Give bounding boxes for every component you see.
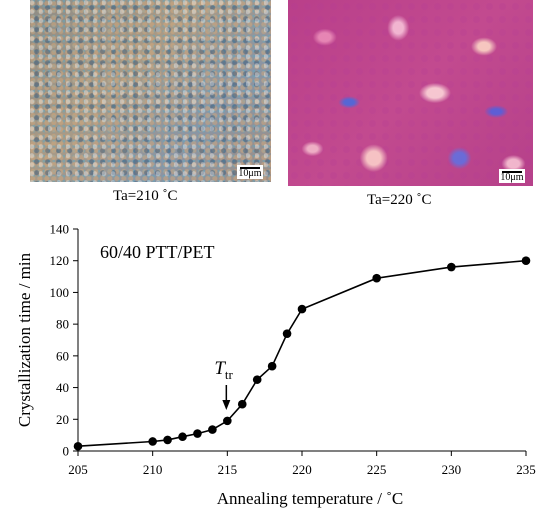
chart-axes [77, 229, 526, 452]
scale-bar-label: 10μm [500, 172, 524, 183]
data-point [282, 329, 292, 338]
data-point [208, 425, 217, 434]
x-tick-label: 220 [292, 462, 312, 477]
data-point [267, 361, 277, 371]
y-tick-label: 40 [56, 380, 69, 395]
ttr-label-sub: tr [225, 367, 234, 382]
data-point [297, 304, 307, 314]
data-point [148, 437, 157, 446]
data-point [178, 432, 187, 442]
data-point [193, 429, 202, 438]
data-point [252, 375, 262, 384]
data-point [223, 416, 232, 426]
y-tick-label: 0 [63, 444, 70, 459]
y-tick-label: 100 [50, 285, 70, 300]
x-tick-label: 230 [442, 462, 462, 477]
y-tick-label: 20 [56, 412, 69, 427]
x-axis-label: Annealing temperature / ˚C [217, 489, 403, 508]
ttr-arrow-head [222, 400, 231, 410]
y-axis-label: Crystallization time / min [15, 252, 34, 427]
x-tick-label: 235 [516, 462, 536, 477]
scale-bar: 10μm [499, 169, 525, 183]
micrograph-ta-220: 10μm [288, 0, 533, 186]
y-tick-label: 60 [56, 348, 69, 363]
x-tick-label: 210 [143, 462, 163, 477]
ttr-label-main: T [214, 358, 226, 379]
x-tick-label: 215 [218, 462, 238, 477]
chart-annotation: 60/40 PTT/PET [100, 242, 215, 262]
micrograph-ta-210: 10μm [30, 0, 271, 182]
x-tick-label: 225 [367, 462, 387, 477]
scale-bar-label: 10μm [238, 168, 262, 179]
ttr-label: Ttr [214, 358, 233, 382]
x-tick-label: 205 [68, 462, 88, 477]
y-tick-label: 80 [56, 317, 69, 332]
data-point [73, 441, 83, 451]
scale-bar: 10μm [237, 165, 263, 179]
data-point [521, 256, 531, 266]
y-tick-label: 140 [50, 222, 70, 237]
ttr-marker: Ttr [214, 358, 234, 410]
data-point [163, 435, 172, 445]
data-point [372, 273, 381, 283]
micrograph-caption-left: Ta=210 ˚C [113, 188, 178, 204]
series-line [77, 259, 527, 447]
data-point [447, 262, 456, 272]
y-tick-label: 120 [50, 253, 70, 268]
data-point [237, 399, 247, 409]
micrograph-caption-right: Ta=220 ˚C [367, 192, 432, 208]
